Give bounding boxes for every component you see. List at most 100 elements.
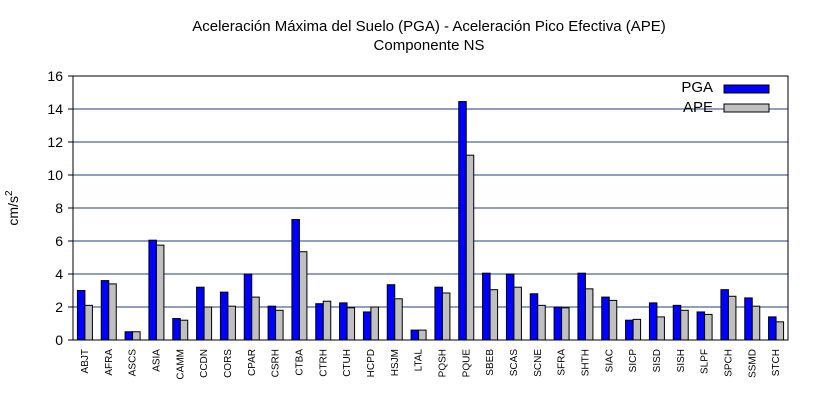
y-tick-label: 12: [47, 134, 63, 150]
bar-pga: [672, 304, 682, 341]
bar-ape: [132, 331, 141, 341]
bar-ape: [775, 321, 785, 341]
bar-pga: [529, 293, 539, 341]
bar-ape: [727, 295, 737, 341]
chart-title-line2: Componente NS: [374, 37, 485, 54]
y-tick-labels: 0 2 4 6 8 10 12 14 16: [47, 68, 63, 348]
x-tick-label: CTRH: [318, 349, 329, 377]
y-axis-label: cm/s2: [4, 190, 21, 226]
legend-label-ape: APE: [683, 99, 713, 116]
bar-pga: [219, 291, 229, 341]
bar-pga: [696, 311, 706, 341]
bar-ape: [751, 305, 761, 341]
bar-ape: [394, 298, 403, 341]
bars: [76, 101, 785, 341]
bar-pga: [386, 284, 396, 341]
x-tick-label: CORS: [223, 349, 234, 378]
x-tick-label: CCDN: [199, 349, 210, 378]
bar-ape: [704, 313, 713, 341]
bar-pga: [315, 303, 324, 341]
bar-ape: [680, 309, 689, 341]
bar-ape: [441, 292, 451, 341]
bar-pga: [172, 318, 181, 341]
x-tick-label: SCAS: [509, 349, 520, 377]
legend-swatch-pga: [723, 84, 770, 94]
bar-ape: [489, 289, 499, 341]
x-tick-label: SLPF: [700, 349, 711, 374]
x-tick-label: CTUH: [342, 349, 353, 377]
x-tick-label: AFRA: [104, 349, 115, 376]
bar-ape: [84, 304, 93, 341]
x-tick-label: CPAR: [247, 349, 258, 376]
bar-pga: [267, 305, 277, 341]
bar-ape: [656, 316, 665, 341]
bar-pga: [648, 302, 658, 341]
x-tick-label: SISH: [676, 349, 687, 372]
x-tick-label: SBEB: [485, 349, 496, 376]
bar-pga: [434, 286, 443, 341]
y-tick-label: 0: [55, 332, 63, 348]
legend: PGA APE: [681, 79, 770, 116]
bar-ape: [608, 299, 618, 341]
y-axis-label-base: cm/s: [5, 196, 21, 226]
bar-ape: [418, 329, 427, 341]
x-tick-label: ABJT: [80, 349, 91, 373]
x-tick-label: HCPD: [366, 349, 377, 377]
bar-pga: [243, 273, 253, 341]
bar-ape: [179, 319, 189, 341]
bar-pga: [124, 331, 134, 341]
bar-ape: [561, 307, 570, 341]
x-tick-label: SHTH: [580, 349, 591, 376]
bar-ape: [155, 244, 165, 341]
bar-pga: [410, 329, 420, 341]
x-tick-label: SFRA: [557, 349, 568, 376]
legend-swatch-ape: [723, 103, 770, 113]
axes: [68, 75, 789, 341]
bar-pga: [744, 297, 753, 341]
bar-pga: [720, 289, 729, 341]
bar-pga: [458, 101, 467, 341]
bar-pga: [339, 302, 348, 341]
y-tick-label: 14: [47, 101, 63, 117]
y-tick-label: 6: [55, 233, 63, 249]
bar-ape: [275, 309, 284, 341]
chart-title-line1: Aceleración Máxima del Suelo (PGA) - Ace…: [192, 18, 666, 35]
legend-label-pga: PGA: [681, 79, 713, 96]
y-tick-label: 2: [55, 299, 63, 315]
bar-pga: [482, 272, 491, 341]
bar-ape: [298, 251, 308, 341]
x-tick-label: SCNE: [533, 349, 544, 377]
x-tick-label: CTBA: [294, 349, 305, 376]
x-tick-label: CAMM: [175, 349, 186, 380]
x-tick-label: HSJM: [390, 349, 401, 376]
x-tick-label: CSRH: [271, 349, 282, 377]
y-tick-label: 4: [55, 266, 63, 282]
bar-pga: [100, 280, 110, 341]
bar-pga: [76, 290, 86, 341]
x-tick-label: LTAL: [414, 349, 425, 372]
y-tick-label: 16: [47, 68, 63, 84]
bar-pga: [768, 316, 777, 341]
bar-ape: [513, 286, 522, 341]
y-tick-label: 10: [47, 167, 63, 183]
bar-ape: [251, 296, 260, 341]
bar-pga: [601, 296, 610, 341]
plot-frame: [72, 75, 789, 341]
bar-ape: [108, 283, 117, 341]
x-tick-label: ASCS: [128, 349, 139, 377]
bar-ape: [346, 307, 356, 341]
y-axis-label-superscript: 2: [4, 190, 15, 196]
x-tick-labels: ABJT AFRA ASCS ASIA CAMM CCDN CORS CPAR CSRH CTBA…: [80, 349, 782, 380]
x-tick-label: ASIA: [151, 349, 162, 372]
bar-pga: [291, 219, 300, 341]
bar-ape: [465, 154, 475, 341]
bar-pga: [196, 286, 205, 341]
bar-ape: [370, 306, 379, 341]
x-tick-label: PQUE: [461, 349, 472, 378]
x-tick-label: STCH: [771, 349, 782, 376]
grid-lines: [73, 108, 788, 308]
x-tick-label: SICP: [628, 349, 639, 373]
x-tick-label: SSMD: [747, 349, 758, 378]
bar-ape: [632, 318, 642, 341]
